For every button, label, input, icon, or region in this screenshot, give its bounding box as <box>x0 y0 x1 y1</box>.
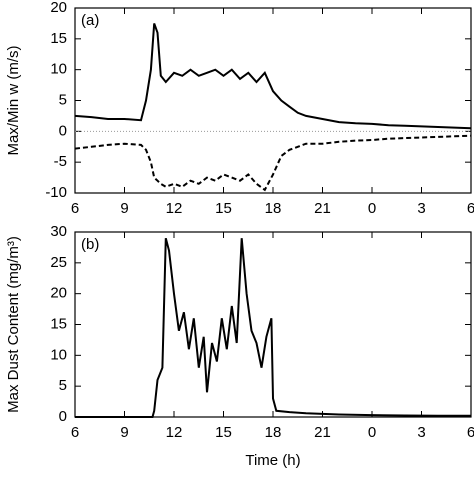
x-axis-label: Time (h) <box>245 452 300 469</box>
y-axis-label: Max Dust Content (mg/m³) <box>5 236 22 413</box>
x-tick-label: 6 <box>467 424 474 441</box>
x-tick-label: 12 <box>166 200 183 217</box>
x-tick-label: 15 <box>215 200 232 217</box>
x-tick-label: 0 <box>368 424 376 441</box>
x-tick-label: 18 <box>265 200 282 217</box>
x-tick-label: 15 <box>215 424 232 441</box>
panel-label: (b) <box>81 236 99 253</box>
plot-frame <box>74 7 472 194</box>
y-tick-label: 10 <box>50 346 67 363</box>
data-line <box>75 237 471 418</box>
y-tick-label: -10 <box>45 184 67 201</box>
y-tick-label: 20 <box>50 0 67 16</box>
x-tick-label: 6 <box>467 200 474 217</box>
y-tick-label: 10 <box>50 61 67 78</box>
x-tick-label: 0 <box>368 200 376 217</box>
y-tick-label: 30 <box>50 223 67 240</box>
y-tick-label: -5 <box>54 153 67 170</box>
y-tick-label: 15 <box>50 30 67 47</box>
panel-label: (a) <box>81 12 99 29</box>
x-tick-label: 9 <box>120 200 128 217</box>
x-tick-label: 6 <box>71 424 79 441</box>
x-tick-label: 3 <box>417 424 425 441</box>
x-tick-label: 9 <box>120 424 128 441</box>
x-tick-label: 18 <box>265 424 282 441</box>
y-tick-label: 25 <box>50 254 67 271</box>
x-tick-label: 21 <box>314 424 331 441</box>
x-tick-label: 21 <box>314 200 331 217</box>
y-tick-label: 0 <box>59 122 67 139</box>
x-tick-label: 3 <box>417 200 425 217</box>
x-tick-label: 6 <box>71 200 79 217</box>
y-axis-label: Max/Min w (m/s) <box>5 46 22 156</box>
y-tick-label: 20 <box>50 285 67 302</box>
y-tick-label: 15 <box>50 315 67 332</box>
x-tick-label: 12 <box>166 424 183 441</box>
data-line <box>74 134 472 192</box>
y-tick-label: 5 <box>59 377 67 394</box>
y-tick-label: 0 <box>59 408 67 425</box>
y-tick-label: 5 <box>59 91 67 108</box>
data-line <box>74 23 472 130</box>
